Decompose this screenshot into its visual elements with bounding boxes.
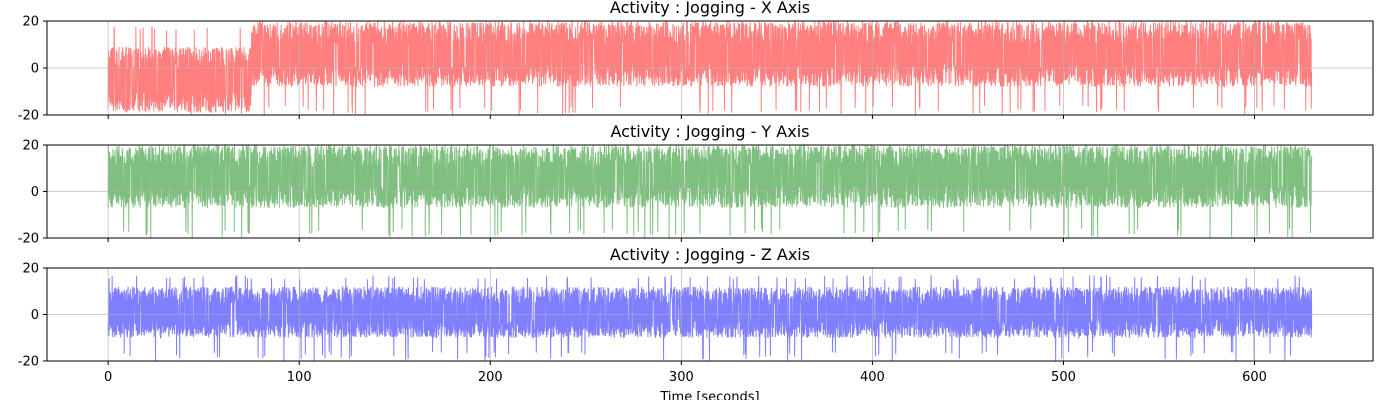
chart-title-x-axis: Activity : Jogging - X Axis: [610, 0, 810, 17]
signal-line-z-axis: [107, 275, 1313, 361]
chart-panel-z-axis: 0 100 200 300 400 500 600 -20 0 20 Activity : Jogg…: [18, 245, 1374, 400]
chart-title-z-axis: Activity : Jogging - Z Axis: [610, 245, 810, 264]
x-tick-label-600: 600: [1242, 370, 1267, 385]
y-tick-label--20: -20: [18, 232, 39, 247]
y-tick-label-20: 20: [22, 15, 39, 30]
chart-panel-x-axis: -20 0 20 Activity : Jogging - X Axis: [18, 0, 1374, 124]
y-tick-label-0: 0: [31, 185, 39, 200]
y-tick-label-0: 0: [31, 62, 39, 77]
y-tick-label-20: 20: [22, 139, 39, 154]
signal-line-x-axis: [107, 21, 1313, 115]
x-tick-label-0: 0: [104, 370, 112, 385]
chart-panel-y-axis: -20 0 20 Activity : Jogging - Y Axis: [18, 122, 1374, 247]
x-tick-label-100: 100: [287, 370, 312, 385]
y-tick-label--20: -20: [18, 109, 39, 124]
x-axis-label: Time [seconds]: [659, 390, 759, 400]
x-tick-label-500: 500: [1051, 370, 1076, 385]
y-tick-label-0: 0: [31, 308, 39, 323]
y-tick-label--20: -20: [18, 355, 39, 370]
x-tick-label-200: 200: [478, 370, 503, 385]
y-tick-label-20: 20: [22, 262, 39, 277]
x-tick-label-400: 400: [860, 370, 885, 385]
x-tick-label-300: 300: [669, 370, 694, 385]
chart-title-y-axis: Activity : Jogging - Y Axis: [611, 122, 810, 141]
signal-line-y-axis: [107, 145, 1313, 238]
